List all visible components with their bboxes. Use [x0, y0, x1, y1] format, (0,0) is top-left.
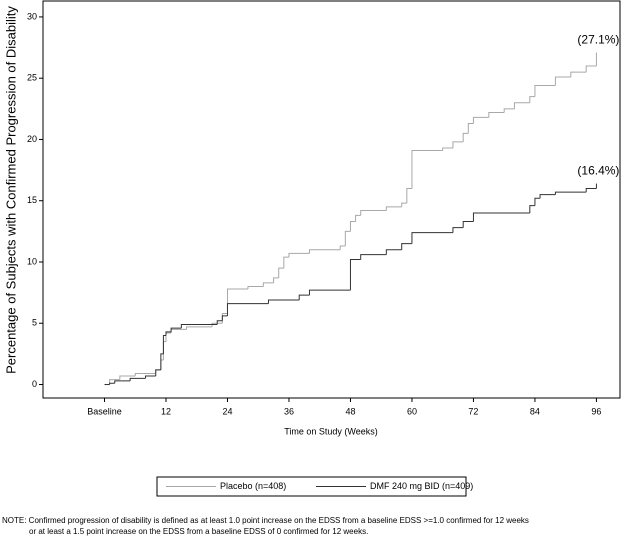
- step-segment: [288, 252, 310, 258]
- step-segment: [442, 147, 453, 151]
- step-segment: [529, 205, 535, 213]
- step-segment: [539, 194, 556, 199]
- step-segment: [385, 206, 402, 211]
- step-segment: [134, 372, 156, 376]
- step-segment: [114, 380, 131, 384]
- step-segment: [170, 327, 182, 332]
- step-segment: [262, 282, 274, 287]
- step-segment: [513, 102, 530, 109]
- step-segment: [462, 221, 474, 228]
- step-segment: [144, 375, 156, 379]
- step-segment: [554, 191, 587, 195]
- step-segment: [349, 221, 356, 232]
- step-segment: [503, 108, 515, 113]
- step-segment: [401, 243, 412, 250]
- step-segment: [360, 210, 387, 216]
- step-segment: [385, 249, 402, 255]
- y-tick-label: 30: [27, 11, 37, 21]
- step-segment: [283, 256, 289, 269]
- step-segment: [452, 141, 464, 149]
- note-line: or at least a 1.5 point increase on the …: [29, 527, 368, 536]
- step-segment: [226, 288, 248, 314]
- y-tick-label: 5: [32, 318, 37, 328]
- plot-frame: [42, 0, 621, 399]
- step-segment: [308, 249, 341, 254]
- step-segment: [165, 331, 172, 336]
- step-segment: [155, 369, 161, 374]
- step-segment: [278, 267, 284, 278]
- legend-label: Placebo (n=408): [220, 481, 286, 491]
- step-segment: [529, 96, 535, 103]
- step-segment: [160, 353, 164, 370]
- x-tick-label: 72: [468, 406, 478, 416]
- step-segment: [472, 212, 530, 222]
- step-segment: [339, 245, 346, 250]
- x-tick-label: 12: [161, 406, 171, 416]
- step-segment: [162, 335, 166, 354]
- y-tick-label: 20: [27, 134, 37, 144]
- step-segment: [221, 312, 228, 324]
- step-segment: [155, 369, 161, 376]
- step-segment: [216, 320, 223, 325]
- x-tick-label: 84: [530, 406, 540, 416]
- step-segment: [211, 322, 223, 327]
- step-segment: [534, 85, 556, 97]
- step-segment: [170, 328, 187, 334]
- step-segment: [267, 299, 300, 304]
- step-segment: [165, 332, 172, 342]
- step-segment: [472, 116, 489, 124]
- end-label: (16.4%): [577, 164, 619, 178]
- step-segment: [308, 289, 351, 296]
- step-segment: [554, 76, 571, 86]
- y-tick-label: 25: [27, 73, 37, 83]
- step-segment: [349, 259, 361, 291]
- step-segment: [534, 197, 541, 206]
- note-line: NOTE: Confirmed progression of disabilit…: [2, 516, 529, 525]
- step-segment: [273, 277, 279, 283]
- y-tick-label: 0: [32, 379, 37, 389]
- step-segment: [109, 382, 115, 385]
- y-tick-label: 15: [27, 195, 37, 205]
- step-segment: [360, 254, 387, 260]
- step-segment: [401, 202, 407, 207]
- legend-box: [156, 476, 467, 497]
- step-segment: [467, 123, 474, 134]
- step-segment: [129, 377, 146, 381]
- step-segment: [488, 112, 505, 118]
- step-segment: [411, 149, 443, 189]
- x-tick-label: 48: [345, 406, 355, 416]
- step-segment: [585, 187, 597, 193]
- x-tick-label: 36: [284, 406, 294, 416]
- x-tick-label: Baseline: [87, 406, 122, 416]
- step-segment: [462, 132, 469, 142]
- end-label: (27.1%): [577, 33, 619, 47]
- x-tick-label: 24: [222, 406, 232, 416]
- legend-label: DMF 240 mg BID (n=409): [370, 481, 473, 491]
- step-segment: [344, 230, 351, 247]
- x-tick-label: 96: [591, 406, 601, 416]
- y-axis-label: Percentage of Subjects with Confirmed Pr…: [3, 6, 18, 374]
- step-segment: [411, 232, 453, 244]
- x-tick-label: 60: [407, 406, 417, 416]
- step-segment: [298, 294, 310, 300]
- step-segment: [119, 375, 136, 380]
- step-segment: [180, 323, 218, 329]
- x-axis-label: Time on Study (Weeks): [284, 426, 378, 436]
- step-segment: [221, 315, 228, 321]
- step-segment: [247, 285, 264, 289]
- y-tick-label: 10: [27, 256, 37, 266]
- step-segment: [452, 227, 464, 233]
- step-segment: [585, 65, 597, 73]
- step-segment: [406, 187, 412, 204]
- step-segment: [185, 326, 213, 330]
- step-segment: [355, 214, 361, 222]
- step-segment: [570, 71, 587, 77]
- step-segment: [226, 303, 269, 316]
